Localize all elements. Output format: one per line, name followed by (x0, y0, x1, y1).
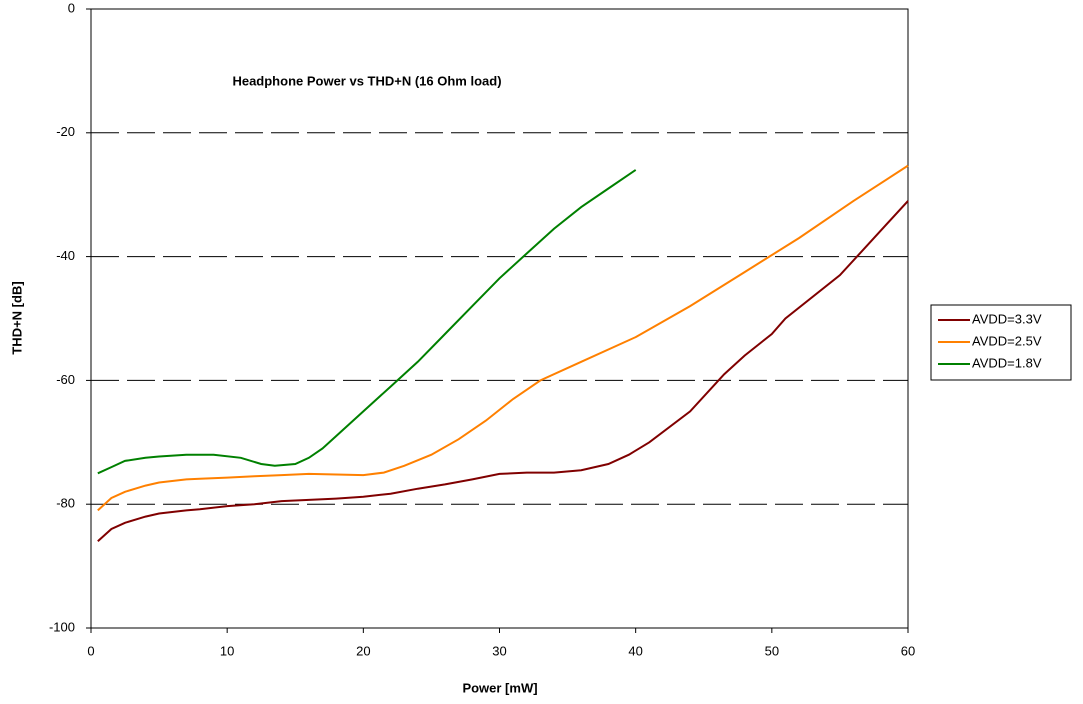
x-tick-label: 0 (87, 643, 94, 658)
y-tick-label: -60 (56, 372, 75, 387)
x-tick-label: 50 (765, 643, 779, 658)
x-tick-label: 40 (628, 643, 642, 658)
y-tick-label: -40 (56, 248, 75, 263)
series-line (97, 200, 909, 543)
series-line (97, 169, 637, 475)
x-tick-label: 20 (356, 643, 370, 658)
series-line (97, 164, 909, 512)
chart-title: Headphone Power vs THD+N (16 Ohm load) (232, 73, 501, 88)
y-tick-label: -20 (56, 124, 75, 139)
x-tick-label: 30 (492, 643, 506, 658)
x-tick-label: 60 (901, 643, 915, 658)
y-tick-label: -100 (49, 619, 75, 634)
legend-label: AVDD=3.3V (972, 311, 1042, 326)
y-tick-label: -80 (56, 496, 75, 511)
y-tick-label: 0 (68, 0, 75, 15)
y-axis-label: THD+N [dB] (9, 281, 24, 354)
legend-label: AVDD=2.5V (972, 333, 1042, 348)
legend-label: AVDD=1.8V (972, 355, 1042, 370)
x-tick-label: 10 (220, 643, 234, 658)
x-axis-label: Power [mW] (462, 680, 537, 695)
